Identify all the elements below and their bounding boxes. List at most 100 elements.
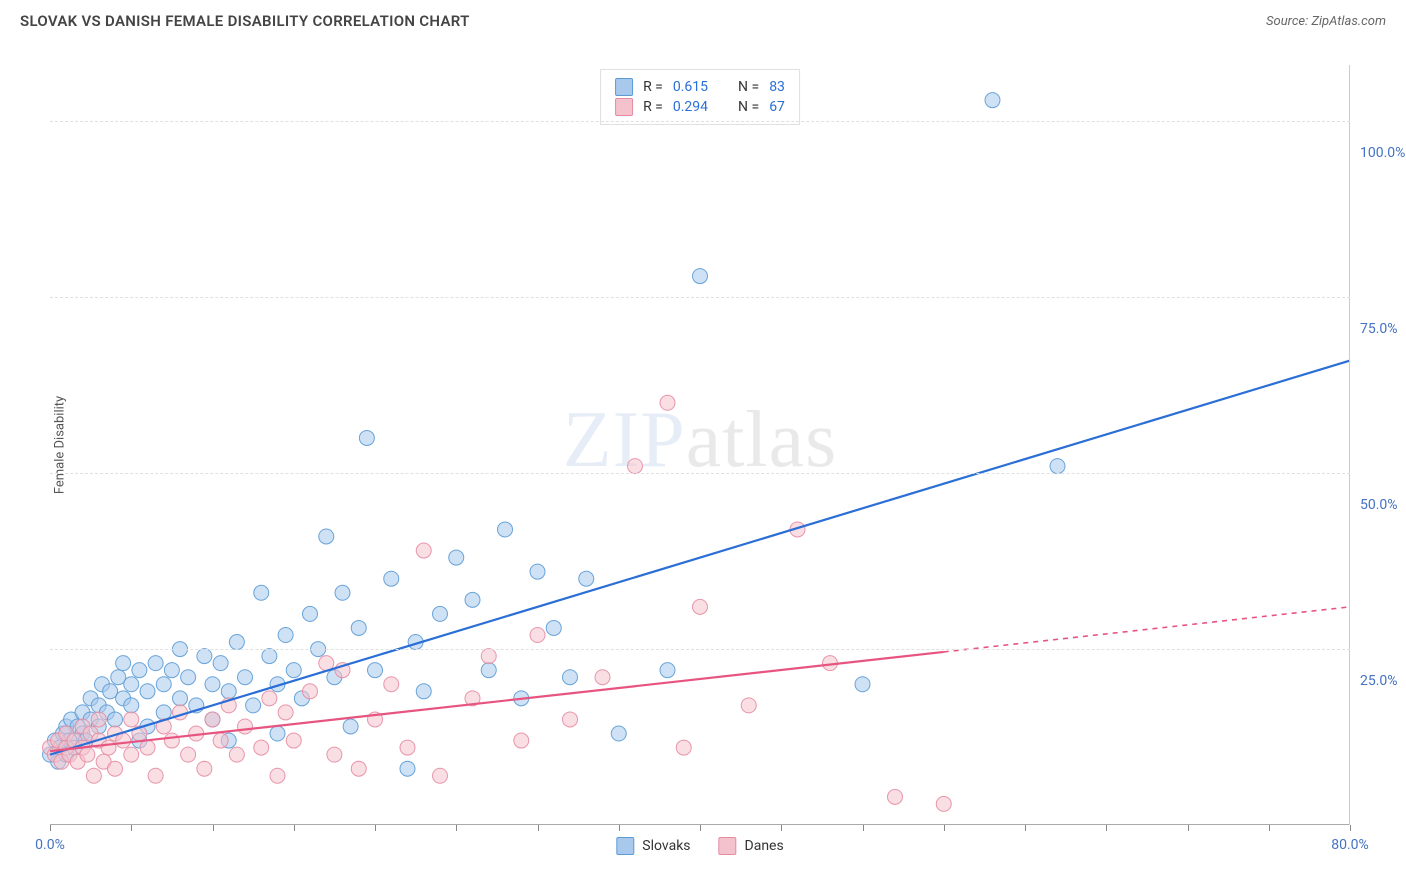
legend-stats-box: R = 0.615N = 83R = 0.294N = 67: [600, 69, 800, 125]
legend-label: Slovaks: [642, 838, 690, 854]
source-prefix: Source:: [1266, 14, 1311, 29]
legend-r-value: 0.615: [673, 79, 708, 95]
x-tick: [1269, 825, 1270, 831]
data-point: [148, 656, 163, 671]
data-point: [270, 768, 285, 783]
data-point: [116, 656, 131, 671]
data-point: [660, 663, 675, 678]
data-point: [368, 663, 383, 678]
data-point: [262, 691, 277, 706]
trend-line-dashed: [944, 607, 1350, 652]
legend-label: Danes: [745, 838, 784, 854]
x-tick: [944, 825, 945, 831]
data-point: [481, 649, 496, 664]
data-point: [270, 726, 285, 741]
data-point: [221, 684, 236, 699]
data-point: [108, 712, 123, 727]
data-point: [936, 796, 951, 811]
data-point: [676, 740, 691, 755]
bottom-legend-item: Danes: [719, 837, 784, 855]
data-point: [628, 459, 643, 474]
data-point: [229, 747, 244, 762]
data-point: [278, 628, 293, 643]
data-point: [741, 698, 756, 713]
data-point: [384, 677, 399, 692]
grid-line: [50, 297, 1350, 298]
data-point: [124, 747, 139, 762]
data-point: [181, 747, 196, 762]
data-point: [611, 726, 626, 741]
data-point: [546, 620, 561, 635]
data-point: [985, 93, 1000, 108]
data-point: [80, 747, 95, 762]
y-tick-label: 100.0%: [1360, 145, 1405, 161]
y-axis-line-right: [1349, 65, 1350, 825]
x-tick: [213, 825, 214, 831]
data-point: [205, 712, 220, 727]
y-tick-label: 25.0%: [1360, 673, 1398, 689]
data-point: [262, 649, 277, 664]
data-point: [140, 684, 155, 699]
data-point: [449, 550, 464, 565]
data-point: [855, 677, 870, 692]
data-point: [498, 522, 513, 537]
data-point: [238, 670, 253, 685]
data-point: [579, 571, 594, 586]
legend-r-label: R =: [643, 79, 663, 95]
x-tick: [538, 825, 539, 831]
data-point: [164, 733, 179, 748]
data-point: [197, 761, 212, 776]
y-tick-label: 50.0%: [1360, 497, 1398, 513]
data-point: [124, 677, 139, 692]
data-point: [343, 719, 358, 734]
data-point: [116, 733, 131, 748]
bottom-legend-item: Slovaks: [616, 837, 690, 855]
data-point: [563, 712, 578, 727]
data-point: [400, 740, 415, 755]
data-point: [229, 635, 244, 650]
scatter-svg: [50, 65, 1350, 825]
data-point: [124, 698, 139, 713]
data-point: [693, 599, 708, 614]
data-point: [335, 585, 350, 600]
x-tick-label: 80.0%: [1331, 837, 1369, 853]
data-point: [530, 564, 545, 579]
x-tick-label: 0.0%: [35, 837, 65, 853]
data-point: [108, 761, 123, 776]
legend-r-value: 0.294: [673, 99, 708, 115]
data-point: [246, 698, 261, 713]
data-point: [303, 606, 318, 621]
data-point: [286, 733, 301, 748]
legend-n-label: N =: [738, 99, 759, 115]
legend-r-label: R =: [643, 99, 663, 115]
x-tick: [1188, 825, 1189, 831]
data-point: [132, 663, 147, 678]
x-tick: [863, 825, 864, 831]
chart-source: Source: ZipAtlas.com: [1266, 14, 1386, 29]
x-tick: [1350, 825, 1351, 831]
data-point: [156, 677, 171, 692]
data-point: [327, 747, 342, 762]
data-point: [181, 670, 196, 685]
data-point: [1050, 459, 1065, 474]
data-point: [433, 768, 448, 783]
grid-line: [50, 473, 1350, 474]
legend-stats-row: R = 0.615N = 83: [615, 78, 785, 96]
data-point: [303, 684, 318, 699]
chart-title: SLOVAK VS DANISH FEMALE DISABILITY CORRE…: [20, 12, 470, 30]
legend-n-value: 83: [769, 79, 785, 95]
data-point: [400, 761, 415, 776]
bottom-legend: Slovaks Danes: [616, 837, 783, 855]
data-point: [197, 649, 212, 664]
data-point: [384, 571, 399, 586]
data-point: [148, 768, 163, 783]
data-point: [595, 670, 610, 685]
source-name: ZipAtlas.com: [1311, 14, 1386, 29]
legend-swatch: [719, 837, 737, 855]
data-point: [888, 789, 903, 804]
data-point: [86, 768, 101, 783]
data-point: [433, 606, 448, 621]
x-tick: [619, 825, 620, 831]
x-tick: [456, 825, 457, 831]
data-point: [416, 543, 431, 558]
